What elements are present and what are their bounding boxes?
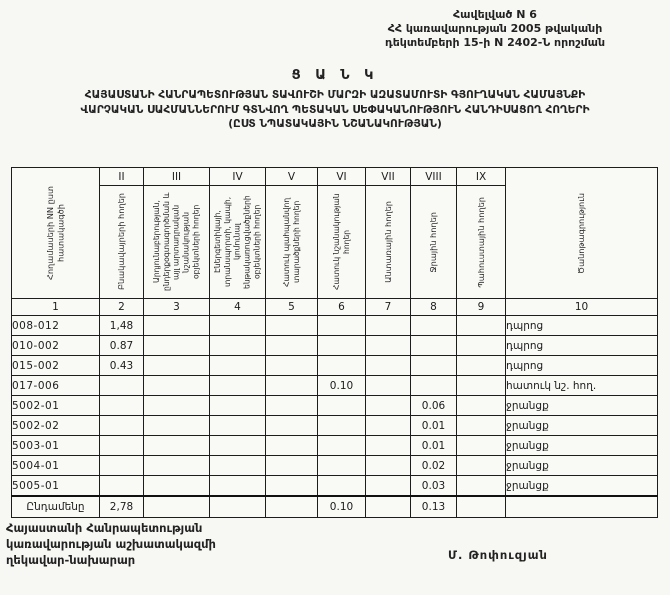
annex-reference: Հավելված N 6 ՀՀ կառավարության 2005 թվակա… [330, 8, 660, 50]
header-energy-transport-lands: Էներգետիկայի, տրանսպորտի, կապի, կոմունալ… [209, 185, 266, 299]
total-settlement: 2,78 [99, 495, 144, 518]
remark-cell: հատուկ նշ. հող. [505, 375, 658, 396]
roman-viii: VIII [410, 167, 457, 186]
header-settlement-lands: Բնակավայրերի հողեր [99, 185, 144, 299]
total-row: Ընդամենը 2,78 0.10 0.13 [11, 495, 658, 518]
remark-cell: ջրանցք [505, 475, 658, 497]
table-row: 5002-02 0.01 ջրանցք [11, 415, 658, 436]
header-reserve-lands: Պահուստային հողեր [456, 185, 506, 299]
header-forest-lands: Անտառային հողեր [365, 185, 411, 299]
total-water: 0.13 [410, 495, 457, 518]
total-label: Ընդամենը [11, 495, 100, 518]
annex-line1: Հավելված N 6 [453, 8, 537, 21]
remark-cell: դպրոց [505, 355, 658, 376]
remark-cell: դպրոց [505, 335, 658, 356]
plot-code: 5005-01 [11, 475, 100, 497]
header-remarks: Ծանոթագրություն [505, 167, 658, 299]
remark-cell: ջրանցք [505, 415, 658, 436]
annex-line2: ՀՀ կառավարության 2005 թվականի [387, 22, 603, 35]
header-protected-area-lands: Հատուկ պահպանվող տարածքների հողեր [265, 185, 318, 299]
title-line2: ՎԱՐՉԱԿԱՆ ՍԱՀՄԱՆՆԵՐՈՒՄ ԳՏՆՎՈՂ ՊԵՏԱԿԱՆ ՍԵՓ… [80, 103, 590, 116]
table-row: 5003-01 0.01 ջրանցք [11, 435, 658, 456]
signatory-name: Մ. Թոփուզյան [448, 548, 548, 562]
header-plot-number: Հողամասերի NN ըստ հատակագծի [11, 167, 100, 299]
table-row: 5004-01 0.02 ջրանցք [11, 455, 658, 476]
header-special-purpose-lands: Հատուկ նշանակության հողեր [317, 185, 366, 299]
land-list-table: Հողամասերի NN ըստ հատակագծի II III IV V … [11, 167, 658, 518]
roman-iv: IV [209, 167, 266, 186]
table-row: 5002-01 0.06 ջրանցք [11, 395, 658, 416]
footer-line3: ղեկավար-նախարար [6, 553, 136, 567]
header-water-lands: Ջրային հողեր [410, 185, 457, 299]
plot-code: 010-002 [11, 335, 100, 356]
roman-vii: VII [365, 167, 411, 186]
title-line1: ՀԱՅԱՍՏԱՆԻ ՀԱՆՐԱՊԵՏՈՒԹՅԱՆ ՏԱՎՈՒՇԻ ՄԱՐԶԻ Ա… [84, 89, 586, 101]
roman-ii: II [99, 167, 144, 186]
column-number-row: 1 2 3 4 5 6 7 8 9 10 [11, 298, 658, 316]
table-row: 017-006 0.10 հատուկ նշ. հող. [11, 375, 658, 396]
page-title: ՀԱՅԱՍՏԱՆԻ ՀԱՆՐԱՊԵՏՈՒԹՅԱՆ ՏԱՎՈՒՇԻ ՄԱՐԶԻ Ա… [6, 88, 664, 132]
signatory-title-block: Հայաստանի Հանրապետության կառավարության ա… [6, 520, 216, 568]
table-row: 010-002 0.87 դպրոց [11, 335, 658, 356]
plot-code: 5004-01 [11, 455, 100, 476]
total-special: 0.10 [317, 495, 366, 518]
table-row: 015-002 0.43 դպրոց [11, 355, 658, 376]
remark-cell: ջրանցք [505, 435, 658, 456]
table-row: 5005-01 0.03 ջրանցք [11, 475, 658, 497]
plot-code: 015-002 [11, 355, 100, 376]
document-type-heading: Ց Ա Ն Կ [291, 68, 379, 83]
footer-line1: Հայաստանի Հանրապետության [6, 521, 203, 535]
roman-numeral-row: Հողամասերի NN ըստ հատակագծի II III IV V … [11, 167, 658, 299]
plot-code: 017-006 [11, 375, 100, 396]
plot-code: 5002-01 [11, 395, 100, 416]
roman-iii: III [143, 167, 210, 186]
roman-v: V [265, 167, 318, 186]
category-header-row: Բնակավայրերի հողեր Արդյունաբերության, ըն… [12, 185, 658, 299]
remark-cell: դպրոց [505, 315, 658, 336]
footer-line2: կառավարության աշխատակազմի [6, 537, 216, 551]
remark-cell: ջրանցք [505, 395, 658, 416]
header-industrial-lands: Արդյունաբերության, ընդերքօգտագործման և ա… [143, 185, 210, 299]
plot-code: 5002-02 [11, 415, 100, 436]
annex-line3: դեկտեմբերի 15-ի N 2402-Ն որոշման [384, 36, 606, 49]
title-line3: (ԸՍՏ ՆՊԱՏԱԿԱՅԻՆ ՆՇԱՆԱԿՈՒԹՅԱՆ) [228, 118, 442, 130]
roman-vi: VI [317, 167, 366, 186]
remark-cell: ջրանցք [505, 455, 658, 476]
plot-code: 008-012 [11, 315, 100, 336]
table-row: 008-012 1,48 դպրոց [11, 315, 658, 336]
roman-ix: IX [456, 167, 506, 186]
plot-code: 5003-01 [11, 435, 100, 456]
